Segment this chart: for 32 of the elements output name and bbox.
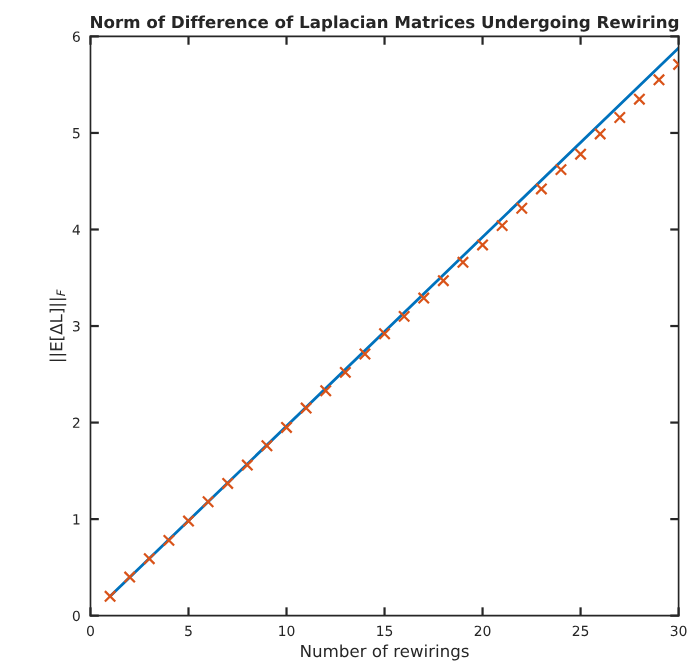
point: [476, 238, 489, 252]
point: [241, 458, 254, 472]
point: [358, 347, 372, 361]
point: [319, 384, 333, 398]
chart-title: Norm of Difference of Laplacian Matrices Undergoing Rewiring: [91, 15, 679, 32]
point: [182, 514, 195, 528]
point: [495, 219, 509, 232]
point: [613, 111, 627, 124]
point: [260, 439, 274, 453]
point: [456, 256, 470, 269]
point: [123, 570, 136, 584]
point: [593, 127, 607, 141]
point: [339, 366, 352, 379]
point: [397, 310, 411, 323]
point: [142, 552, 156, 566]
point: [299, 401, 313, 415]
point: [437, 274, 450, 287]
point: [378, 327, 391, 341]
point: [652, 73, 666, 87]
point: [633, 92, 646, 106]
point: [201, 495, 215, 509]
point: [280, 421, 293, 434]
point: [417, 291, 431, 305]
point: [162, 534, 176, 547]
point: [515, 201, 529, 215]
point: [221, 477, 235, 490]
point: [574, 147, 587, 161]
point: [554, 163, 568, 176]
point: [103, 590, 117, 603]
point: [535, 182, 548, 196]
x-axis-title: Number of rewirings: [301, 644, 469, 661]
y-axis-title: ||E[ΔL]||$_{F}$: [49, 289, 67, 361]
